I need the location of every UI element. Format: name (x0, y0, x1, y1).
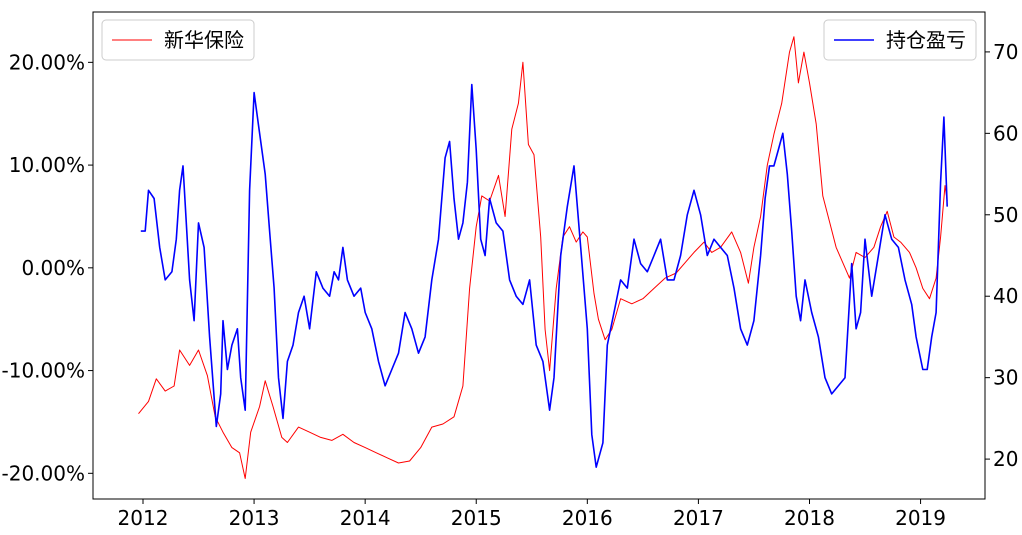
y-left-tick-label: 10.00% (9, 153, 85, 177)
x-tick-label: 2017 (673, 506, 724, 530)
x-tick-label: 2019 (895, 506, 946, 530)
legend-box (101, 19, 255, 61)
y-left-tick-label: 0.00% (21, 256, 85, 280)
y-right-tick-label: 20 (993, 447, 1018, 471)
y-left-tick-label: -10.00% (2, 359, 85, 383)
y-left-tick-label: 20.00% (9, 50, 85, 74)
legend-label-position-pnl: 持仓盈亏 (886, 28, 966, 52)
x-tick-label: 2014 (340, 506, 391, 530)
y-axis-left: 20.00% 10.00% 0.00% -10.00% -20.00% (2, 50, 93, 485)
legend-label-xinhua: 新华保险 (164, 28, 244, 52)
y-right-tick-label: 70 (993, 40, 1018, 64)
y-right-tick-label: 30 (993, 366, 1018, 390)
x-tick-label: 2015 (451, 506, 502, 530)
x-tick-label: 2016 (562, 506, 613, 530)
series-line-xinhua (138, 36, 948, 479)
y-right-tick-label: 60 (993, 121, 1018, 145)
legend-right: 持仓盈亏 (823, 19, 977, 61)
x-axis: 2012 2013 2014 2015 2016 2017 2018 2019 (118, 499, 946, 530)
series-line-position-pnl (140, 83, 948, 468)
series-layer (138, 36, 948, 479)
plot-frame (92, 11, 986, 500)
y-left-tick-label: -20.00% (2, 461, 85, 485)
y-right-tick-label: 40 (993, 284, 1018, 308)
y-right-tick-label: 50 (993, 203, 1018, 227)
x-tick-label: 2012 (118, 506, 169, 530)
x-tick-label: 2018 (784, 506, 835, 530)
x-tick-label: 2013 (229, 506, 280, 530)
y-axis-right: 70 60 50 40 30 20 (985, 40, 1018, 471)
legend-box (823, 19, 977, 61)
legend-left: 新华保险 (101, 19, 255, 61)
